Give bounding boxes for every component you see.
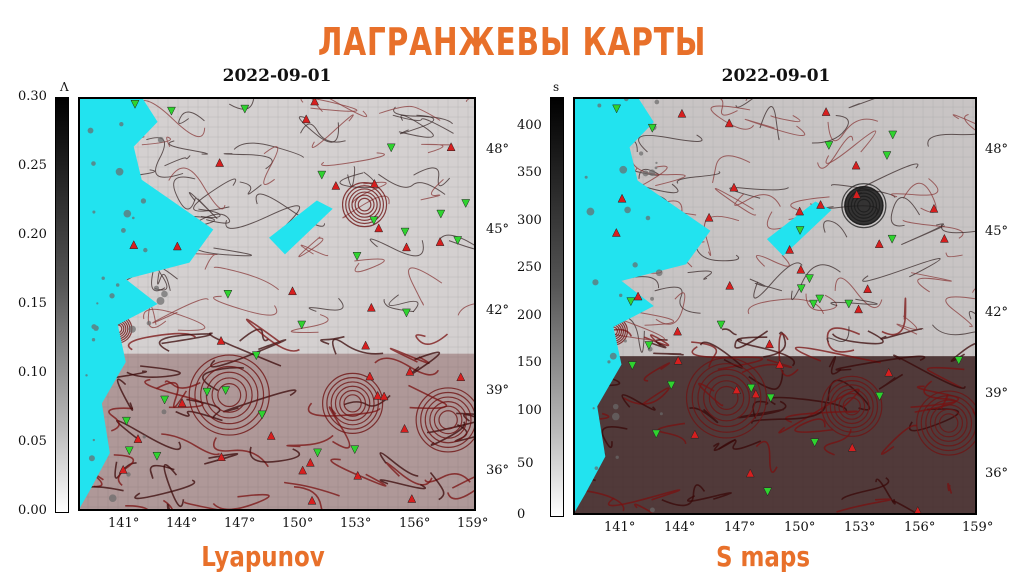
eddy [821, 375, 883, 437]
latitude-left-tick: 36° [486, 463, 510, 478]
land [78, 97, 333, 511]
eddy [685, 357, 768, 439]
latitude-right-tick: 36° [985, 466, 1009, 481]
latitude-right-tick: 39° [985, 386, 1009, 401]
longitude-left-tick: 144° [166, 516, 198, 531]
colorbar-left-tick: 0.30 [18, 89, 47, 104]
map-frame [573, 97, 977, 515]
longitude-left-tick: 141° [108, 516, 140, 531]
colorbar-unit-right: s [553, 80, 560, 94]
latitude-left-tick: 39° [486, 383, 510, 398]
latitude-right-tick: 48° [985, 142, 1009, 157]
colorbar-left-tick: 0.05 [18, 434, 47, 449]
map-date-left: 2022-09-01 [222, 66, 332, 86]
colorbar-left-tick: 0.15 [18, 296, 47, 311]
eddy [188, 354, 270, 436]
longitude-left-tick: 159° [457, 516, 489, 531]
colorbar-right-tick: 200 [517, 308, 542, 323]
longitude-left-tick: 156° [399, 516, 431, 531]
caption-lyapunov: Lyapunov [201, 540, 325, 573]
map-frame [78, 97, 476, 511]
buoy-markers [611, 104, 964, 515]
longitude-right-tick: 150° [784, 520, 816, 535]
lyapunov-map [78, 97, 476, 511]
longitude-right-tick: 144° [664, 520, 696, 535]
colorbar-right-tick: 250 [517, 260, 542, 275]
colorbar-right-tick: 400 [517, 118, 542, 133]
coast-texture [584, 97, 663, 513]
colorbar-left-tick: 0.20 [18, 227, 47, 242]
colorbar-right-tick: 350 [517, 165, 542, 180]
latitude-left-tick: 42° [486, 303, 510, 318]
colorbar-right-tick: 0 [517, 507, 526, 522]
longitude-left-tick: 147° [224, 516, 256, 531]
colorbar-right-tick: 150 [517, 355, 542, 370]
colorbar-right-tick: 50 [517, 456, 534, 471]
caption-s-maps: S maps [715, 540, 811, 573]
latitude-right-tick: 45° [985, 224, 1009, 239]
longitude-right-tick: 153° [844, 520, 876, 535]
longitude-right-tick: 156° [904, 520, 936, 535]
s-map [573, 97, 977, 515]
colorbar-left-tick: 0.00 [18, 503, 47, 518]
colorbar-left-tick: 0.10 [18, 365, 47, 380]
current-band [573, 356, 977, 515]
longitude-right-tick: 141° [604, 520, 636, 535]
eddy [916, 390, 977, 456]
colorbar-left [55, 97, 69, 513]
longitude-right-tick: 159° [962, 520, 994, 535]
longitude-left-tick: 150° [282, 516, 314, 531]
longitude-right-tick: 147° [724, 520, 756, 535]
longitude-left-tick: 153° [340, 516, 372, 531]
eddy [322, 372, 384, 434]
latitude-left-tick: 45° [486, 222, 510, 237]
colorbar-unit-left: Λ [60, 80, 69, 94]
map-date-right: 2022-09-01 [721, 66, 831, 86]
current-band [78, 353, 476, 511]
colorbar-right-tick: 300 [517, 213, 542, 228]
colorbar-left-tick: 0.25 [18, 158, 47, 173]
eddy [841, 183, 887, 229]
latitude-left-tick: 48° [486, 142, 510, 157]
eddy [341, 182, 388, 228]
colorbar-right-tick: 100 [517, 403, 542, 418]
colorbar-right [550, 97, 564, 517]
page-title: ЛАГРАНЖЕВЫ КАРТЫ [317, 20, 707, 64]
latitude-right-tick: 42° [985, 305, 1009, 320]
buoy-markers [118, 97, 471, 505]
